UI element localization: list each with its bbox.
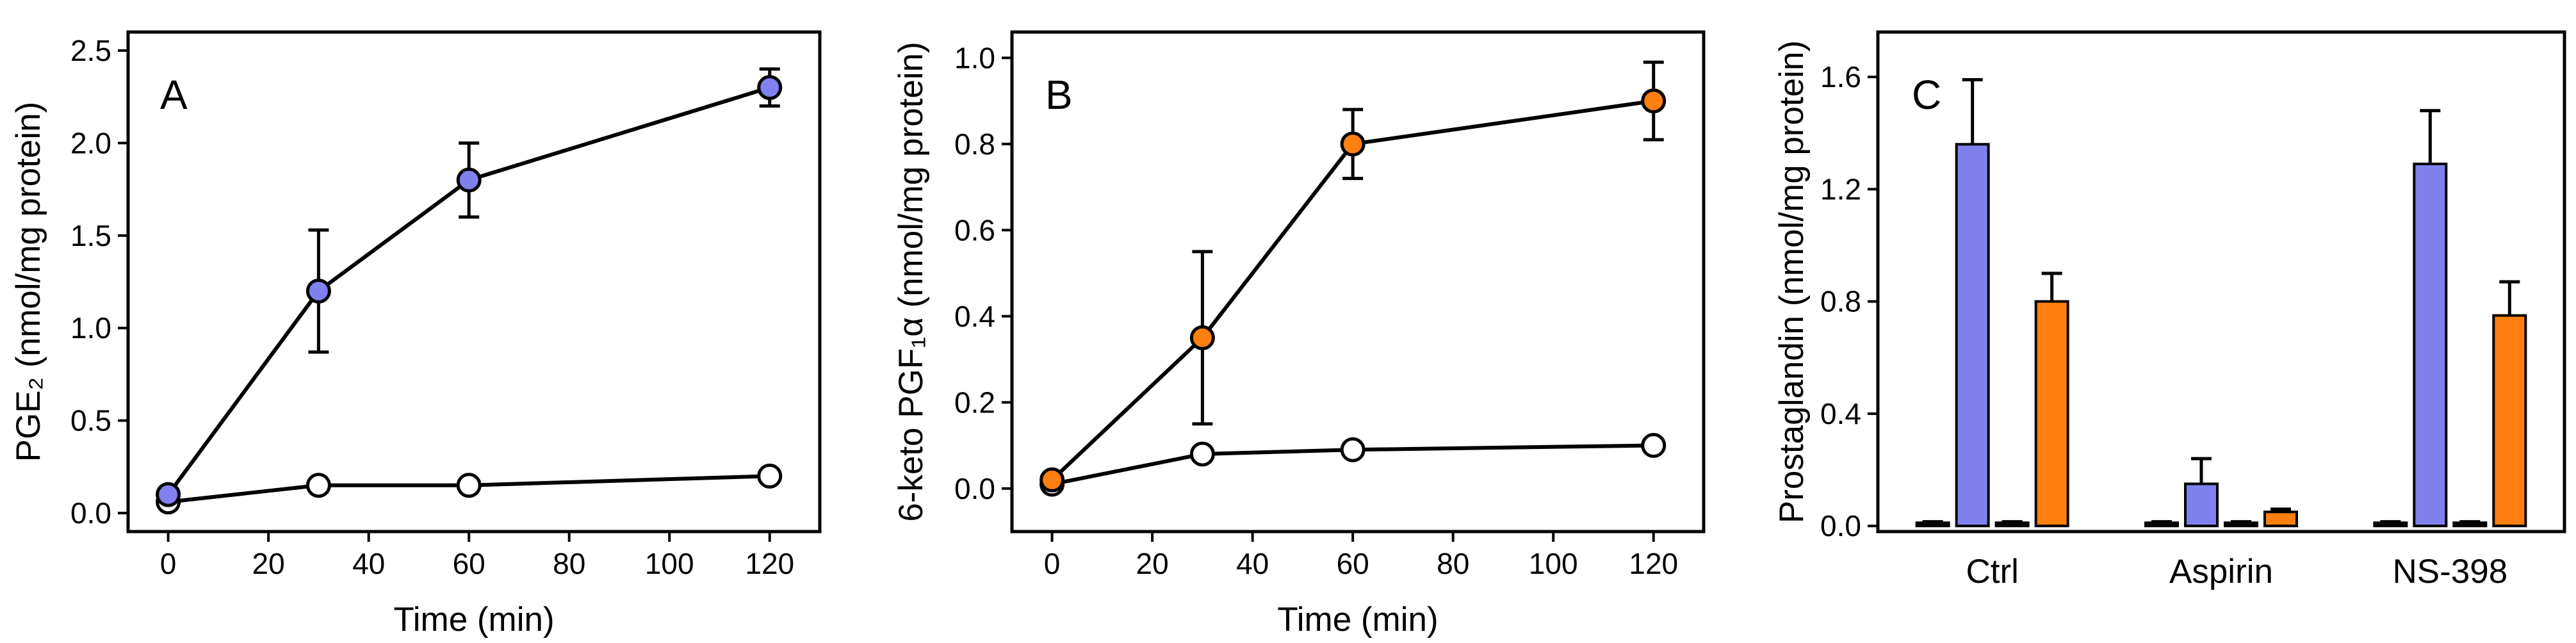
panel-b-x-tick-label: 40 [1236, 547, 1269, 580]
panel-a-y-axis-title: PGE₂ (nmol/mg protein) [10, 102, 47, 462]
panel-a-open-series-line [168, 474, 770, 504]
panel-c-y-ticks: 0.0 0.4 0.8 1.2 1.6 [1820, 60, 1878, 542]
panel-b-x-tick-label: 80 [1437, 547, 1469, 580]
panel-a-filled-point [156, 482, 181, 507]
panel-a-y-tick-label: 0.5 [70, 404, 111, 437]
panel-a-x-tick-label: 40 [352, 547, 385, 580]
panel-a-label: A [160, 72, 188, 118]
panel-a-y-tick-label: 2.5 [70, 34, 111, 67]
panel-b-y-tick-label: 0.2 [954, 386, 995, 419]
panel-b-open-series-line [1052, 443, 1654, 486]
panel-a-y-tick-label: 2.0 [70, 126, 111, 159]
panel-b: B 0 20 40 60 80 100 120 0.0 0.2 0.4 0.6 0.8 1.0 Tim… [892, 30, 1706, 639]
panel-b-open-point [1340, 437, 1365, 462]
panel-b-y-tick-label: 0.0 [954, 472, 995, 505]
panel-b-x-tick-label: 0 [1044, 547, 1061, 580]
panel-c-category-label: NS-398 [2392, 553, 2507, 590]
panel-b-y-tick-label: 0.6 [954, 213, 995, 247]
panel-a-y-tick-label: 1.5 [70, 219, 111, 252]
panel-b-open-point [1641, 433, 1667, 459]
panel-b-filled-point [1189, 325, 1215, 350]
panel-b-y-tick-label: 1.0 [954, 41, 995, 74]
panel-a-x-axis-title: Time (min) [393, 601, 554, 639]
panel-b-filled-point [1340, 131, 1365, 157]
panel-a-open-point [757, 463, 783, 489]
panel-b-filled-point [1641, 88, 1667, 114]
panel-a-filled-point [306, 278, 331, 304]
panel-a: A 0 20 40 60 80 100 120 0.0 0.5 1.0 1.5 2.0 2.5 Tim… [10, 30, 822, 639]
panel-a-x-tick-label: 120 [745, 547, 794, 580]
panel-c-label: C [1912, 72, 1941, 118]
panel-c-category-label: Aspirin [2169, 553, 2273, 590]
panel-b-y-ticks: 0.0 0.2 0.4 0.6 0.8 1.0 [954, 41, 1012, 505]
panel-c-category-label: Ctrl [1966, 553, 2018, 590]
panel-c-y-tick-label: 1.6 [1820, 60, 1861, 94]
panel-b-y-tick-label: 0.4 [954, 300, 995, 333]
panel-b-y-axis-title: 6-keto PGF₁α (nmol/mg protein) [892, 42, 930, 522]
panel-a-x-tick-label: 80 [553, 547, 585, 580]
panel-c-bar [2413, 162, 2448, 528]
panel-b-axes-frame [1010, 30, 1706, 533]
panel-c-bar [2492, 314, 2527, 528]
panel-b-x-tick-label: 100 [1529, 547, 1578, 580]
panel-a-axes-frame [126, 30, 822, 533]
panel-c-bar [2034, 300, 2069, 528]
panel-c-bar [1955, 143, 1990, 528]
panel-c-axes-frame [1876, 30, 2566, 533]
panel-b-x-axis-title: Time (min) [1277, 601, 1438, 639]
panel-b-label: B [1045, 72, 1073, 118]
panel-a-x-tick-label: 20 [252, 547, 285, 580]
panel-c-y-tick-label: 0.8 [1820, 285, 1861, 318]
panel-a-series [156, 67, 783, 515]
panel-a-y-tick-label: 0.0 [70, 496, 111, 530]
panel-b-filled-point [1039, 467, 1065, 492]
panel-a-filled-point [757, 75, 783, 101]
panel-c-category-labels: Ctrl Aspirin NS-398 [1966, 553, 2507, 590]
panel-a-y-tick-label: 1.0 [70, 311, 111, 345]
panel-c-y-tick-label: 0.0 [1820, 509, 1861, 542]
panel-b-x-tick-label: 60 [1337, 547, 1369, 580]
panel-c-y-axis-title: Prostaglandin (nmol/mg protein) [1773, 40, 1811, 523]
panel-a-open-point [456, 473, 482, 498]
panel-c-bars [1915, 77, 2527, 528]
panel-c: C 0.0 0.4 0.8 1.2 1.6 Ctrl Aspirin NS-398 Pros… [1773, 30, 2566, 590]
panel-b-x-tick-label: 120 [1629, 547, 1678, 580]
panel-b-series [1039, 60, 1667, 497]
panel-a-x-ticks: 0 20 40 60 80 100 120 [160, 532, 794, 580]
panel-a-y-ticks: 0.0 0.5 1.0 1.5 2.0 2.5 [70, 34, 128, 530]
panel-b-x-tick-label: 20 [1136, 547, 1169, 580]
panel-b-x-ticks: 0 20 40 60 80 100 120 [1044, 532, 1678, 580]
panel-a-open-point [306, 473, 331, 498]
panel-c-y-tick-label: 0.4 [1820, 397, 1861, 430]
panel-a-x-tick-label: 60 [453, 547, 485, 580]
panel-c-y-tick-label: 1.2 [1820, 172, 1861, 206]
panel-c-bar [2184, 482, 2219, 528]
panel-b-filled-series-line [1050, 99, 1654, 482]
panel-a-x-tick-label: 100 [645, 547, 694, 580]
panel-a-filled-point [456, 167, 482, 193]
panel-a-filled-series-line [167, 85, 770, 496]
panel-b-y-tick-label: 0.8 [954, 127, 995, 161]
panel-c-bar [2263, 510, 2298, 528]
panel-a-x-tick-label: 0 [160, 547, 177, 580]
panel-b-open-point [1189, 441, 1215, 467]
